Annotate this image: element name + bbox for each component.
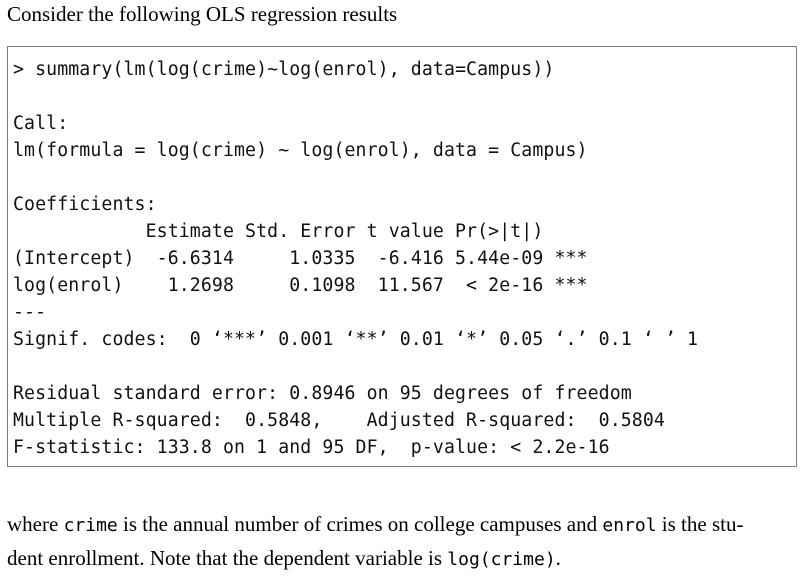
variable-crime: crime — [63, 515, 118, 536]
text-span: . — [555, 546, 561, 570]
console-text: > summary(lm(log(crime)~log(enrol), data… — [13, 56, 698, 461]
console-line: > summary(lm(log(crime)~log(enrol), data… — [13, 59, 555, 80]
text-span: is the annual number of crimes on colleg… — [117, 512, 603, 536]
text-span: where — [7, 512, 64, 536]
variable-log-crime: log(crime) — [447, 549, 556, 570]
console-line: F-statistic: 133.8 on 1 and 95 DF, p-val… — [13, 437, 610, 458]
console-line: Multiple R-squared: 0.5848, Adjusted R-s… — [13, 410, 665, 431]
console-line: Call: — [13, 113, 69, 134]
r-console-output: > summary(lm(log(crime)~log(enrol), data… — [7, 46, 797, 467]
console-line: Coefficients: — [13, 194, 157, 215]
explanation-line-2: dent enrollment. Note that the dependent… — [7, 542, 797, 576]
intro-text: Consider the following OLS regression re… — [7, 2, 398, 26]
console-line: --- — [13, 302, 47, 323]
console-line: Estimate Std. Error t value Pr(>|t|) — [13, 221, 544, 242]
console-line — [13, 83, 698, 110]
console-line: log(enrol) 1.2698 0.1098 11.567 < 2e-16 … — [13, 275, 588, 296]
console-line: Residual standard error: 0.8946 on 95 de… — [13, 383, 632, 404]
explanation-paragraph: where crime is the annual number of crim… — [7, 508, 797, 576]
console-line — [13, 353, 698, 380]
text-span: dent enrollment. Note that the dependent… — [7, 546, 448, 570]
console-line: (Intercept) -6.6314 1.0335 -6.416 5.44e-… — [13, 248, 588, 269]
console-line — [13, 164, 698, 191]
variable-enrol: enrol — [602, 515, 657, 536]
text-span: is the stu- — [656, 512, 744, 536]
console-line: lm(formula = log(crime) ~ log(enrol), da… — [13, 140, 588, 161]
explanation-line-1: where crime is the annual number of crim… — [7, 508, 797, 542]
console-line: Signif. codes: 0 ‘***’ 0.001 ‘**’ 0.01 ‘… — [13, 329, 699, 350]
